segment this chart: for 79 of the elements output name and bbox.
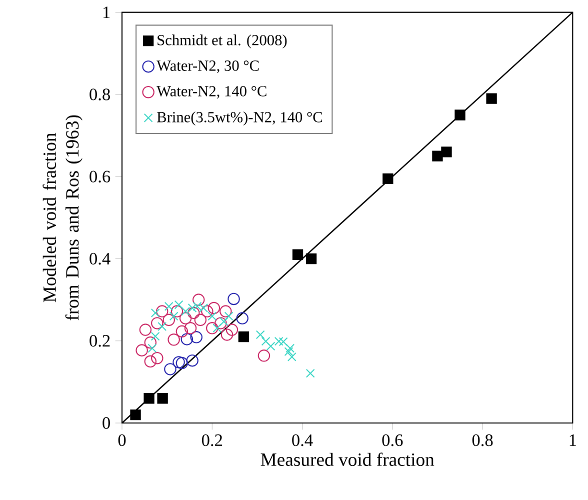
point [136,344,148,356]
point [144,355,157,368]
y-tick-label: 1 [103,6,110,18]
legend-label: Water-N2, 30 °C [156,60,259,74]
x-tick-label: 0 [118,434,126,446]
point [139,324,152,336]
point [190,331,202,344]
point [168,334,180,346]
x-tick-label: 1 [570,434,576,446]
point [176,356,188,370]
point [306,253,317,264]
x-tick-label: 0.6 [382,434,403,446]
point [441,146,452,158]
point [284,347,294,356]
point [186,354,198,367]
point [162,314,176,326]
point [144,393,154,404]
point [172,356,185,368]
point [274,336,284,346]
y-axis-title: Modeled void fraction from Duns and Ros (1963) [42,115,82,320]
point [179,312,192,324]
point [224,312,234,321]
x-tick-label: 0.4 [292,434,313,446]
point [287,352,296,362]
point [220,328,234,341]
point [164,363,176,376]
point [266,342,276,351]
point [261,336,270,346]
point [226,324,238,336]
point [194,314,207,326]
point [181,306,190,316]
point [236,312,248,324]
point [212,324,222,333]
point [192,294,205,306]
point [382,173,394,184]
point [176,325,188,338]
legend-label: Water-N2, 140 °C [156,86,266,99]
point [208,312,217,321]
point [238,331,250,342]
legend-label: Schmidt et al. (2008) [158,34,287,48]
y-tick-label: 0 [102,417,110,429]
point [184,322,197,334]
legend-label: Brine(3.5wt%)-N2, 140 °C [157,112,322,126]
point [486,93,497,104]
point [130,409,141,420]
point [150,332,160,341]
point [151,352,164,364]
point [220,305,232,318]
point [228,292,240,306]
point [188,306,200,320]
y-tick-label: 0.6 [90,170,110,182]
point [150,308,160,318]
point [156,305,168,318]
point [306,368,315,378]
point [286,344,295,353]
x-tick-label: 0.2 [202,434,222,446]
y-tick-label: 0.2 [90,334,110,347]
point [157,393,168,404]
point [432,150,443,162]
y-tick-label: 0.8 [90,88,110,100]
point [292,249,304,260]
point [454,110,466,120]
point [219,317,228,326]
point [158,322,167,331]
x-axis-title: Measured void fraction [260,452,434,466]
point [278,337,288,346]
point [144,336,157,349]
point [169,312,178,321]
point [206,322,218,334]
point [151,317,164,330]
point [258,350,270,362]
y-tick-label: 0.4 [90,252,110,265]
point [148,344,157,353]
point [170,305,184,318]
point [214,317,227,330]
point [180,333,194,346]
x-tick-label: 0.8 [472,434,493,446]
point [208,302,220,314]
point [256,330,265,340]
